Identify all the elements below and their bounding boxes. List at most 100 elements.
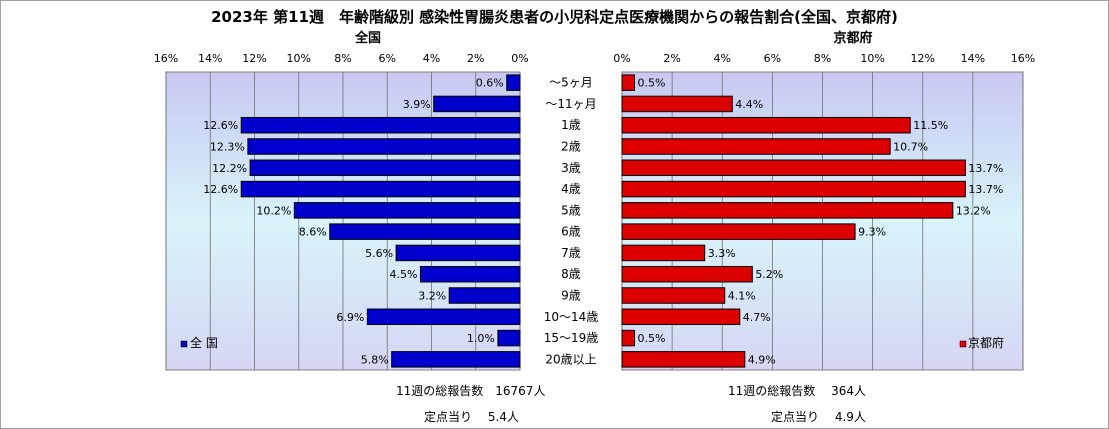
left-legend-swatch	[180, 340, 188, 348]
left-tick-label: 14%	[198, 52, 222, 65]
right-bar	[621, 95, 733, 113]
right-data-label: 3.3%	[708, 247, 736, 260]
left-bar	[247, 138, 521, 155]
right-data-label: 13.7%	[968, 183, 1003, 196]
left-tick-label: 10%	[287, 52, 311, 65]
right-panel-title: 京都府	[833, 30, 872, 46]
right-tick-label: 14%	[961, 52, 985, 65]
left-bar	[506, 74, 521, 91]
left-data-label: 10.2%	[256, 204, 291, 217]
right-data-label: 10.7%	[893, 141, 928, 154]
left-bar	[419, 265, 521, 283]
left-tick-label: 0%	[511, 52, 528, 65]
left-data-label: 8.6%	[299, 226, 327, 239]
right-tick-label: 12%	[911, 52, 935, 65]
right-data-label: 0.5%	[638, 77, 666, 90]
right-tick-label: 4%	[714, 52, 731, 65]
left-data-label: 1.0%	[467, 332, 495, 345]
right-data-label: 4.7%	[743, 311, 771, 324]
left-data-label: 0.6%	[476, 77, 504, 90]
category-label: ～5ヶ月	[549, 76, 593, 90]
right-bar	[621, 180, 966, 198]
right-bar	[621, 308, 741, 326]
right-data-label: 0.5%	[638, 332, 666, 345]
right-data-label: 4.1%	[728, 290, 756, 303]
kyoto-panel: 京都府 0% 2% 4% 6% 8% 10% 12% 14% 16% 0.5% 4.4% 11.5% 10…	[613, 30, 1035, 371]
right-tick-label: 6%	[764, 52, 781, 65]
right-tick-label: 0%	[613, 52, 630, 65]
category-label: 1歳	[561, 118, 581, 132]
category-label: 15～19歳	[544, 331, 599, 345]
right-data-label: 4.9%	[748, 353, 776, 366]
right-legend-label: 京都府	[968, 335, 1004, 350]
left-tick-label: 16%	[154, 52, 178, 65]
category-label: ～11ヶ月	[545, 97, 596, 111]
right-bar	[621, 116, 911, 134]
right-tick-label: 2%	[663, 52, 680, 65]
category-label: 5歳	[561, 203, 581, 217]
left-data-label: 12.6%	[203, 119, 238, 132]
right-data-label: 9.3%	[858, 226, 886, 239]
right-tick-label: 8%	[814, 52, 831, 65]
left-legend-label: 全 国	[190, 335, 218, 350]
right-bar	[621, 351, 746, 368]
left-tick-label: 4%	[423, 52, 440, 65]
left-tick-label: 12%	[242, 52, 266, 65]
left-bar	[249, 159, 521, 177]
left-bar	[240, 116, 521, 134]
right-data-label: 4.4%	[735, 98, 763, 111]
left-data-label: 3.2%	[418, 290, 446, 303]
category-label: 6歳	[561, 225, 581, 239]
left-bar	[293, 202, 521, 219]
right-bar	[621, 159, 966, 177]
right-data-label: 13.7%	[968, 162, 1003, 175]
right-data-label: 5.2%	[755, 268, 783, 281]
chart-title: 2023年 第11週 年齢階級別 感染性胃腸炎患者の小児科定点医療機関からの報告…	[211, 8, 898, 26]
left-data-label: 5.8%	[361, 353, 389, 366]
left-tick-label: 2%	[467, 52, 484, 65]
left-bar	[240, 180, 521, 198]
left-bar	[433, 95, 521, 113]
right-data-label: 13.2%	[956, 204, 991, 217]
left-bar	[391, 351, 521, 368]
right-legend-swatch	[959, 340, 967, 348]
right-bar	[621, 329, 636, 347]
left-data-label: 12.3%	[210, 141, 245, 154]
right-bar	[621, 244, 706, 262]
category-label: 10～14歳	[544, 310, 599, 324]
left-tick-label: 6%	[379, 52, 396, 65]
left-tick-label: 8%	[334, 52, 351, 65]
category-label: 9歳	[561, 289, 581, 303]
left-bar	[497, 329, 521, 347]
left-data-label: 3.9%	[403, 98, 431, 111]
right-bar	[621, 223, 856, 240]
right-bar	[621, 265, 753, 283]
kyoto-per-site: 定点当り 4.9人	[771, 410, 866, 424]
category-label: 2歳	[561, 140, 581, 154]
left-bar	[448, 287, 521, 304]
national-per-site: 定点当り 5.4人	[424, 410, 519, 424]
right-bar	[621, 138, 891, 155]
left-panel-title: 全国	[354, 30, 381, 46]
left-data-label: 4.5%	[389, 268, 417, 281]
national-panel: 全国 16% 14% 12% 10% 8% 6% 4% 2% 0% 0.6% 3.9% 12.6% 12.…	[154, 30, 529, 371]
category-label: 20歳以上	[545, 352, 596, 366]
left-data-label: 12.2%	[212, 162, 247, 175]
left-bar	[366, 308, 521, 326]
kyoto-total-report: 11週の総報告数 364人	[728, 384, 866, 398]
left-data-label: 5.6%	[365, 247, 393, 260]
left-data-label: 12.6%	[203, 183, 238, 196]
left-bar	[329, 223, 521, 240]
category-label: 3歳	[561, 161, 581, 175]
right-bar	[621, 202, 954, 219]
national-total-report: 11週の総報告数 16767人	[396, 384, 546, 398]
category-labels: ～5ヶ月 ～11ヶ月 1歳 2歳 3歳 4歳 5歳 6歳 7歳 8歳 9歳 10～14歳 15～19歳 2…	[544, 76, 599, 367]
right-bar	[621, 287, 726, 304]
category-label: 7歳	[561, 246, 581, 260]
left-data-label: 6.9%	[336, 311, 364, 324]
right-data-label: 11.5%	[913, 119, 948, 132]
right-bar	[621, 74, 636, 91]
left-bar	[395, 244, 521, 262]
category-label: 4歳	[561, 182, 581, 196]
